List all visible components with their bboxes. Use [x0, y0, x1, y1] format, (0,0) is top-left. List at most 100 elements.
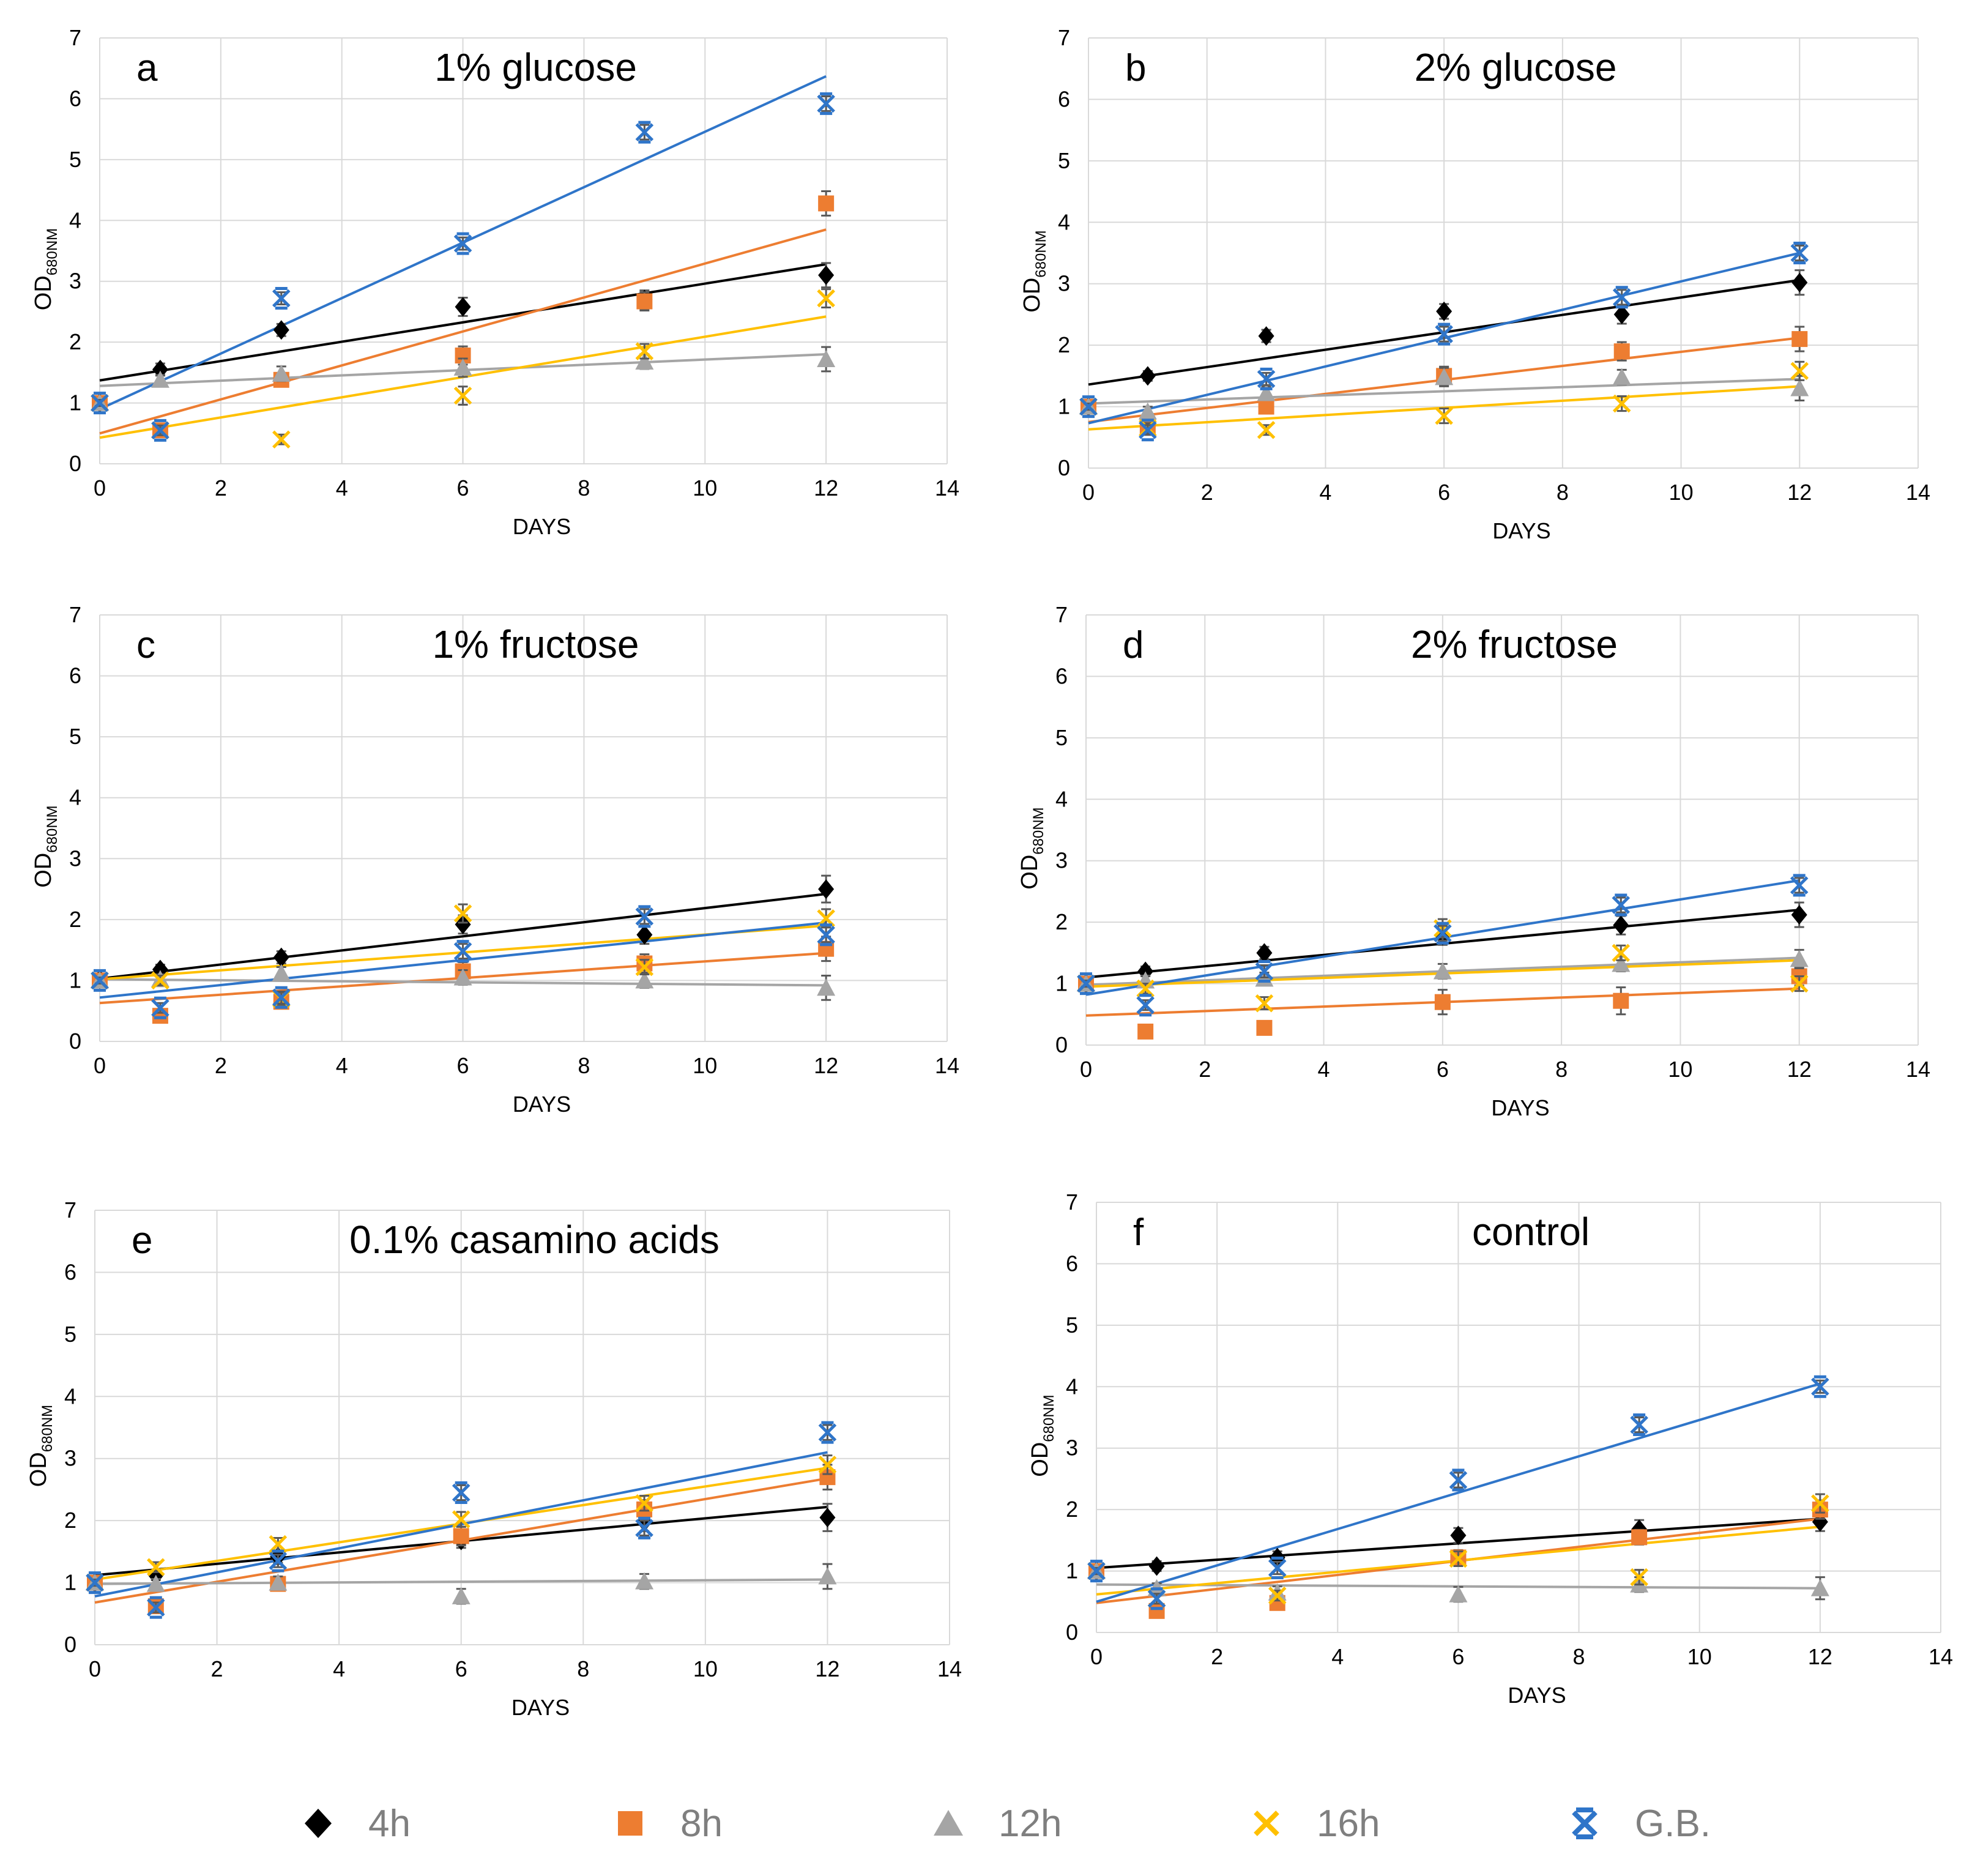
y-tick-label: 5 — [69, 147, 81, 172]
data-point-gb — [453, 232, 472, 255]
panel-letter: f — [1133, 1212, 1144, 1254]
x-tick-label: 0 — [1090, 1644, 1103, 1669]
panel-letter: d — [1123, 624, 1144, 666]
data-point-gb — [453, 940, 472, 963]
trendline-8h — [99, 228, 827, 435]
x-axis-title: DAYS — [511, 1695, 570, 1720]
x-tick-label: 8 — [1573, 1644, 1585, 1669]
data-point-16h — [1612, 394, 1631, 413]
x-tick-label: 6 — [457, 475, 469, 501]
data-point-12h — [1257, 384, 1276, 401]
data-point-gb — [817, 923, 835, 947]
y-tick-label: 0 — [1058, 455, 1070, 480]
data-point-16h — [453, 904, 472, 923]
panel-letter: a — [136, 47, 158, 89]
data-point-12h — [1612, 368, 1631, 385]
data-point-4h — [1258, 326, 1274, 346]
data-point-16h — [635, 1494, 653, 1513]
y-tick-label: 1 — [1058, 394, 1070, 419]
panel-letter: b — [1125, 47, 1146, 89]
data-point-gb — [1268, 1557, 1287, 1580]
data-point-gb — [272, 986, 291, 1009]
y-tick-label: 1 — [69, 967, 81, 992]
x-tick-label: 0 — [89, 1656, 101, 1681]
data-point-12h — [452, 1587, 471, 1604]
data-point-4h — [818, 265, 835, 285]
data-point-4h — [819, 1508, 836, 1528]
data-point-16h — [635, 958, 654, 977]
data-point-gb — [1079, 395, 1098, 419]
x-tick-label: 12 — [1787, 480, 1812, 505]
y-axis-title: OD680NM — [31, 805, 61, 887]
x-tick-label: 2 — [1199, 1057, 1211, 1082]
data-point-12h — [1810, 1579, 1829, 1596]
y-tick-label: 4 — [69, 207, 81, 233]
data-point-gb — [1612, 286, 1631, 309]
data-point-16h — [1790, 974, 1809, 993]
data-point-16h — [1435, 406, 1453, 425]
x-tick-label: 10 — [1668, 1057, 1692, 1082]
x-tick-label: 12 — [814, 475, 838, 501]
data-point-16h — [1630, 1568, 1648, 1587]
data-point-16h — [147, 1558, 165, 1576]
x-tick-label: 14 — [1929, 1644, 1953, 1669]
x-tick-label: 2 — [1211, 1644, 1223, 1669]
data-point-12h — [635, 1572, 654, 1590]
x-tick-label: 4 — [336, 475, 348, 501]
data-point-12h — [1433, 962, 1452, 980]
x-tick-label: 12 — [815, 1656, 839, 1681]
y-tick-label: 6 — [1066, 1251, 1078, 1276]
y-tick-label: 3 — [1066, 1435, 1078, 1461]
data-point-8h — [1613, 343, 1630, 360]
x-tick-label: 0 — [94, 1053, 106, 1078]
x-tick-label: 0 — [1080, 1057, 1092, 1082]
data-point-8h — [636, 293, 653, 310]
x-tick-label: 2 — [1201, 480, 1213, 505]
data-point-4h — [636, 925, 653, 945]
x-tick-label: 0 — [94, 475, 106, 501]
data-point-16h — [817, 289, 835, 308]
data-point-16h — [453, 386, 472, 405]
data-point-gb — [1790, 242, 1809, 264]
x-axis-title: DAYS — [513, 514, 571, 539]
x-tick-label: 2 — [215, 475, 227, 501]
data-point-4h — [1139, 366, 1156, 386]
x-axis-title: DAYS — [1508, 1683, 1566, 1708]
data-point-gb — [151, 996, 169, 1019]
y-tick-label: 3 — [69, 846, 81, 871]
y-tick-label: 0 — [1055, 1032, 1068, 1057]
y-tick-label: 7 — [1055, 602, 1068, 627]
x-tick-label: 0 — [1082, 480, 1095, 505]
data-point-gb — [91, 969, 109, 992]
x-axis-title: DAYS — [1492, 518, 1550, 543]
chart-title: 1% glucose — [434, 45, 637, 89]
data-point-8h — [1631, 1529, 1648, 1546]
data-point-12h — [272, 364, 291, 382]
y-tick-label: 4 — [1066, 1374, 1078, 1399]
x-tick-label: 10 — [693, 475, 717, 501]
y-tick-label: 1 — [64, 1570, 76, 1595]
trendline-4h — [99, 262, 827, 382]
x-tick-label: 10 — [1669, 480, 1694, 505]
data-point-gb — [635, 905, 654, 928]
x-tick-label: 6 — [1438, 480, 1450, 505]
data-point-gb — [151, 419, 169, 442]
y-tick-label: 4 — [1055, 786, 1068, 811]
y-tick-label: 5 — [1066, 1312, 1078, 1338]
diamond-marker-icon — [305, 1809, 332, 1838]
data-point-12h — [1435, 368, 1454, 385]
y-tick-label: 3 — [1058, 271, 1070, 296]
y-axis-title: OD680NM — [26, 1405, 56, 1487]
x-tick-label: 4 — [336, 1053, 348, 1078]
data-point-gb — [269, 1549, 288, 1573]
data-point-gb — [817, 92, 835, 115]
data-point-4h — [1148, 1556, 1165, 1576]
y-tick-label: 1 — [1066, 1558, 1078, 1584]
data-point-16h — [1268, 1586, 1287, 1605]
data-point-4h — [1613, 915, 1629, 936]
y-tick-label: 5 — [64, 1322, 76, 1347]
legend-label: 12h — [999, 1802, 1062, 1845]
data-point-16h — [1811, 1494, 1829, 1513]
